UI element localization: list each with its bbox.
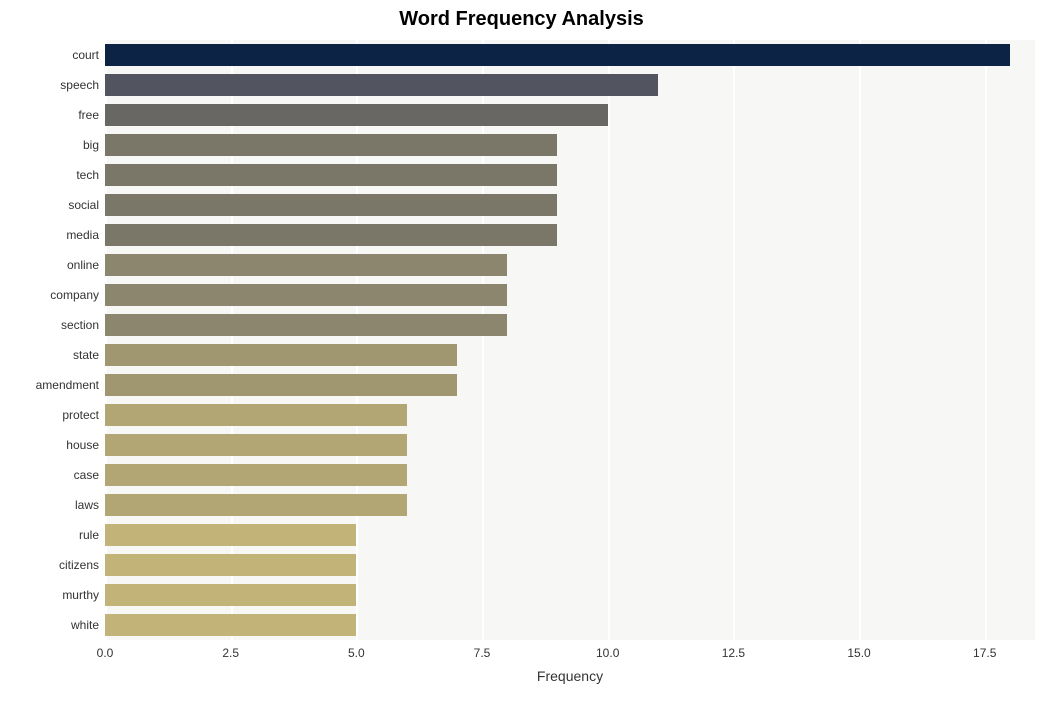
chart-title: Word Frequency Analysis — [0, 8, 1043, 31]
gridline — [733, 40, 735, 640]
bar — [105, 404, 407, 427]
bar — [105, 284, 507, 307]
bar — [105, 254, 507, 277]
bar — [105, 194, 557, 217]
x-tick-label: 17.5 — [973, 646, 996, 660]
gridline — [482, 40, 484, 640]
gridline — [608, 40, 610, 640]
bar — [105, 104, 608, 127]
gridline — [859, 40, 861, 640]
y-tick-label: media — [66, 228, 105, 242]
bar — [105, 164, 557, 187]
bar — [105, 224, 557, 247]
y-tick-label: citizens — [59, 558, 105, 572]
y-tick-label: court — [72, 48, 105, 62]
x-tick-label: 2.5 — [222, 646, 239, 660]
x-tick-label: 15.0 — [847, 646, 870, 660]
bar — [105, 44, 1010, 67]
x-axis-label: Frequency — [105, 668, 1035, 684]
gridline — [231, 40, 233, 640]
gridline — [105, 40, 107, 640]
y-tick-label: section — [61, 318, 105, 332]
y-tick-label: murthy — [62, 588, 105, 602]
plot-area: courtspeechfreebigtechsocialmediaonlinec… — [105, 40, 1035, 640]
bar — [105, 74, 658, 97]
y-tick-label: speech — [60, 78, 105, 92]
bar — [105, 374, 457, 397]
y-tick-label: house — [66, 438, 105, 452]
y-tick-label: online — [67, 258, 105, 272]
bar — [105, 344, 457, 367]
y-tick-label: tech — [76, 168, 105, 182]
y-tick-label: amendment — [36, 378, 105, 392]
x-tick-label: 12.5 — [722, 646, 745, 660]
y-tick-label: protect — [62, 408, 105, 422]
gridline — [356, 40, 358, 640]
bar — [105, 554, 356, 577]
y-tick-label: company — [50, 288, 105, 302]
bar — [105, 134, 557, 157]
y-tick-label: state — [73, 348, 105, 362]
y-tick-label: laws — [75, 498, 105, 512]
y-tick-label: case — [74, 468, 105, 482]
y-tick-label: white — [71, 618, 105, 632]
bar — [105, 464, 407, 487]
x-tick-label: 5.0 — [348, 646, 365, 660]
bar — [105, 584, 356, 607]
y-tick-label: big — [83, 138, 105, 152]
bar — [105, 494, 407, 517]
bar — [105, 524, 356, 547]
gridline — [985, 40, 987, 640]
bar — [105, 614, 356, 637]
x-tick-label: 10.0 — [596, 646, 619, 660]
x-tick-label: 7.5 — [474, 646, 491, 660]
bar — [105, 314, 507, 337]
x-tick-label: 0.0 — [97, 646, 114, 660]
y-tick-label: free — [78, 108, 105, 122]
bar — [105, 434, 407, 457]
word-frequency-chart: Word Frequency Analysis courtspeechfreeb… — [0, 0, 1043, 701]
y-tick-label: social — [68, 198, 105, 212]
y-tick-label: rule — [79, 528, 105, 542]
